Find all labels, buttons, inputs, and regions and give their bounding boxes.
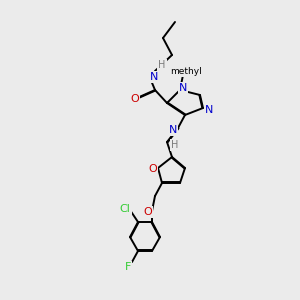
Text: N: N xyxy=(169,125,177,135)
Text: O: O xyxy=(130,94,140,104)
Text: O: O xyxy=(144,207,152,217)
Text: F: F xyxy=(125,262,131,272)
Text: N: N xyxy=(179,83,187,93)
Text: methyl: methyl xyxy=(170,68,202,76)
Text: O: O xyxy=(148,164,158,174)
Text: N: N xyxy=(150,72,158,82)
Text: N: N xyxy=(205,105,213,115)
Text: H: H xyxy=(171,140,179,150)
Text: H: H xyxy=(158,60,166,70)
Text: Cl: Cl xyxy=(120,204,130,214)
